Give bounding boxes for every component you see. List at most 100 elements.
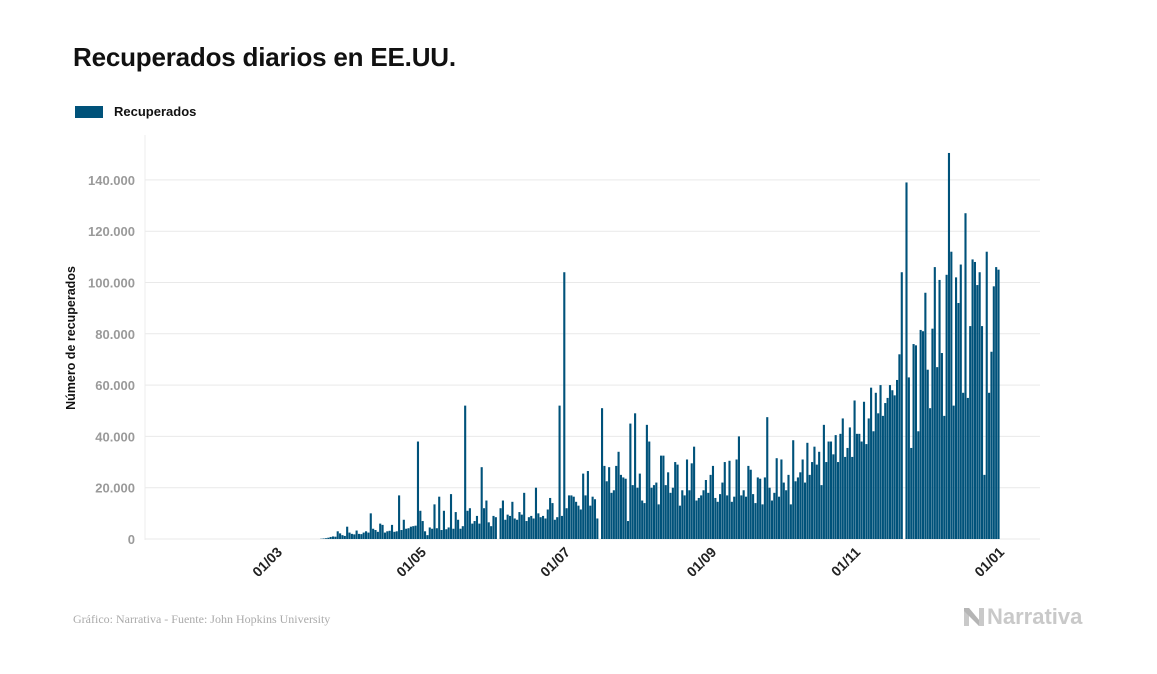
bar-2020-06-18 <box>537 513 540 539</box>
bar-2020-09-25 <box>770 500 774 539</box>
bar-2020-11-05 <box>867 418 870 539</box>
narrativa-logo: Narrativa <box>963 604 1082 630</box>
bar-2020-12-17 <box>966 397 969 539</box>
bar-2020-08-11 <box>664 485 667 539</box>
x-tick-label: 01/05 <box>393 544 429 580</box>
y-tick-label: 40.000 <box>95 429 135 444</box>
y-axis-label: Número de recuperados <box>64 266 78 410</box>
bar-2020-11-30 <box>926 369 929 539</box>
bar-2020-10-03 <box>789 504 792 539</box>
bar-2020-12-23 <box>980 326 984 539</box>
bar-2020-11-09 <box>877 413 880 539</box>
bar-2020-09-10 <box>735 459 738 539</box>
bar-2020-05-06 <box>435 528 438 539</box>
bar-2020-03-30 <box>348 532 351 539</box>
bar-2020-09-13 <box>742 490 745 539</box>
bar-2020-04-29 <box>419 510 422 539</box>
bar-2020-05-24 <box>478 523 481 539</box>
bars <box>320 152 1000 540</box>
bar-2020-09-15 <box>747 465 750 539</box>
bar-2020-03-27 <box>341 535 344 539</box>
bar-2020-10-17 <box>822 424 825 539</box>
bar-2020-05-19 <box>466 510 469 539</box>
bar-2020-12-07 <box>943 415 946 539</box>
bar-2020-04-10 <box>374 530 377 539</box>
bar-2020-11-10 <box>879 385 882 539</box>
bar-2020-03-23 <box>331 536 335 539</box>
y-tick-label: 80.000 <box>95 327 135 342</box>
bar-2020-12-06 <box>940 353 943 539</box>
bar-2020-09-30 <box>782 482 785 539</box>
bar-2020-08-25 <box>697 497 700 539</box>
source-note: Gráfico: Narrativa - Fuente: John Hopkin… <box>73 612 331 626</box>
bar-2020-06-14 <box>527 517 530 539</box>
bar-2020-12-01 <box>929 408 932 539</box>
bar-2020-11-04 <box>865 444 868 539</box>
bar-2020-06-22 <box>546 509 549 539</box>
y-tick-label: 60.000 <box>95 378 135 393</box>
bar-2020-05-25 <box>480 467 483 539</box>
bar-2020-07-03 <box>572 496 575 539</box>
bar-2020-09-19 <box>756 477 759 539</box>
x-tick-label: 01/01 <box>971 544 1007 580</box>
bar-2020-07-23 <box>619 474 622 539</box>
bar-2020-10-09 <box>803 482 807 539</box>
bar-2020-04-02 <box>355 530 358 539</box>
bar-2020-05-08 <box>440 530 443 539</box>
bar-2020-03-26 <box>339 533 342 539</box>
bar-2020-04-04 <box>360 534 363 539</box>
bar-2020-08-21 <box>688 490 691 539</box>
bar-2020-07-21 <box>615 465 618 539</box>
bar-2020-11-07 <box>872 431 875 539</box>
bar-2020-12-02 <box>931 328 934 539</box>
bar-2020-05-21 <box>471 523 474 539</box>
bar-2020-09-26 <box>773 492 776 539</box>
bar-2020-04-07 <box>367 532 370 539</box>
bar-2020-08-26 <box>700 495 703 539</box>
bar-2020-10-28 <box>848 427 851 539</box>
bar-2020-12-14 <box>959 264 962 539</box>
bar-2020-08-23 <box>693 446 696 539</box>
x-tick-label: 01/09 <box>683 544 719 580</box>
x-tick-label: 01/03 <box>249 544 285 580</box>
bar-2020-06-19 <box>539 517 542 539</box>
bar-2020-05-20 <box>468 508 471 539</box>
bar-2020-10-07 <box>799 472 802 539</box>
bar-2020-03-20 <box>324 538 327 539</box>
bar-2020-08-15 <box>674 462 677 539</box>
bar-2020-07-31 <box>638 473 641 539</box>
bar-2020-12-20 <box>973 261 976 539</box>
bar-2020-06-23 <box>549 497 552 539</box>
bar-2020-08-13 <box>669 492 672 539</box>
y-tick-label: 140.000 <box>88 173 135 188</box>
bar-2020-05-10 <box>445 529 448 539</box>
bar-2020-05-28 <box>487 522 490 539</box>
bar-2020-12-22 <box>978 272 981 539</box>
bar-2020-10-23 <box>837 462 840 539</box>
bar-2020-09-17 <box>752 494 755 539</box>
bar-2020-07-30 <box>636 487 639 539</box>
bar-2020-06-17 <box>534 487 538 539</box>
bar-2020-11-28 <box>921 331 925 539</box>
bar-2020-05-30 <box>492 515 495 539</box>
bar-2020-07-19 <box>610 492 613 539</box>
bar-2020-06-03 <box>501 500 504 539</box>
bar-2020-04-18 <box>393 531 396 539</box>
bar-2020-06-12 <box>523 492 526 539</box>
bar-2020-05-17 <box>461 526 464 539</box>
bar-2020-04-24 <box>407 528 410 539</box>
bar-2020-05-16 <box>459 528 462 539</box>
bar-2020-04-12 <box>379 523 382 539</box>
bar-2020-10-14 <box>815 464 818 539</box>
bar-2020-07-08 <box>584 495 587 539</box>
bar-2020-09-01 <box>714 497 717 539</box>
bar-2020-09-14 <box>744 496 748 539</box>
bar-2020-11-13 <box>886 397 889 539</box>
bar-2020-06-26 <box>556 517 559 539</box>
bar-2020-11-03 <box>862 401 866 539</box>
y-axis-ticks: 0 20.000 40.000 60.000 80.000 100.000 120.000 1… <box>88 173 135 547</box>
bar-2020-08-19 <box>683 495 686 539</box>
bar-2020-09-24 <box>768 487 771 539</box>
bar-2020-09-09 <box>733 496 736 539</box>
